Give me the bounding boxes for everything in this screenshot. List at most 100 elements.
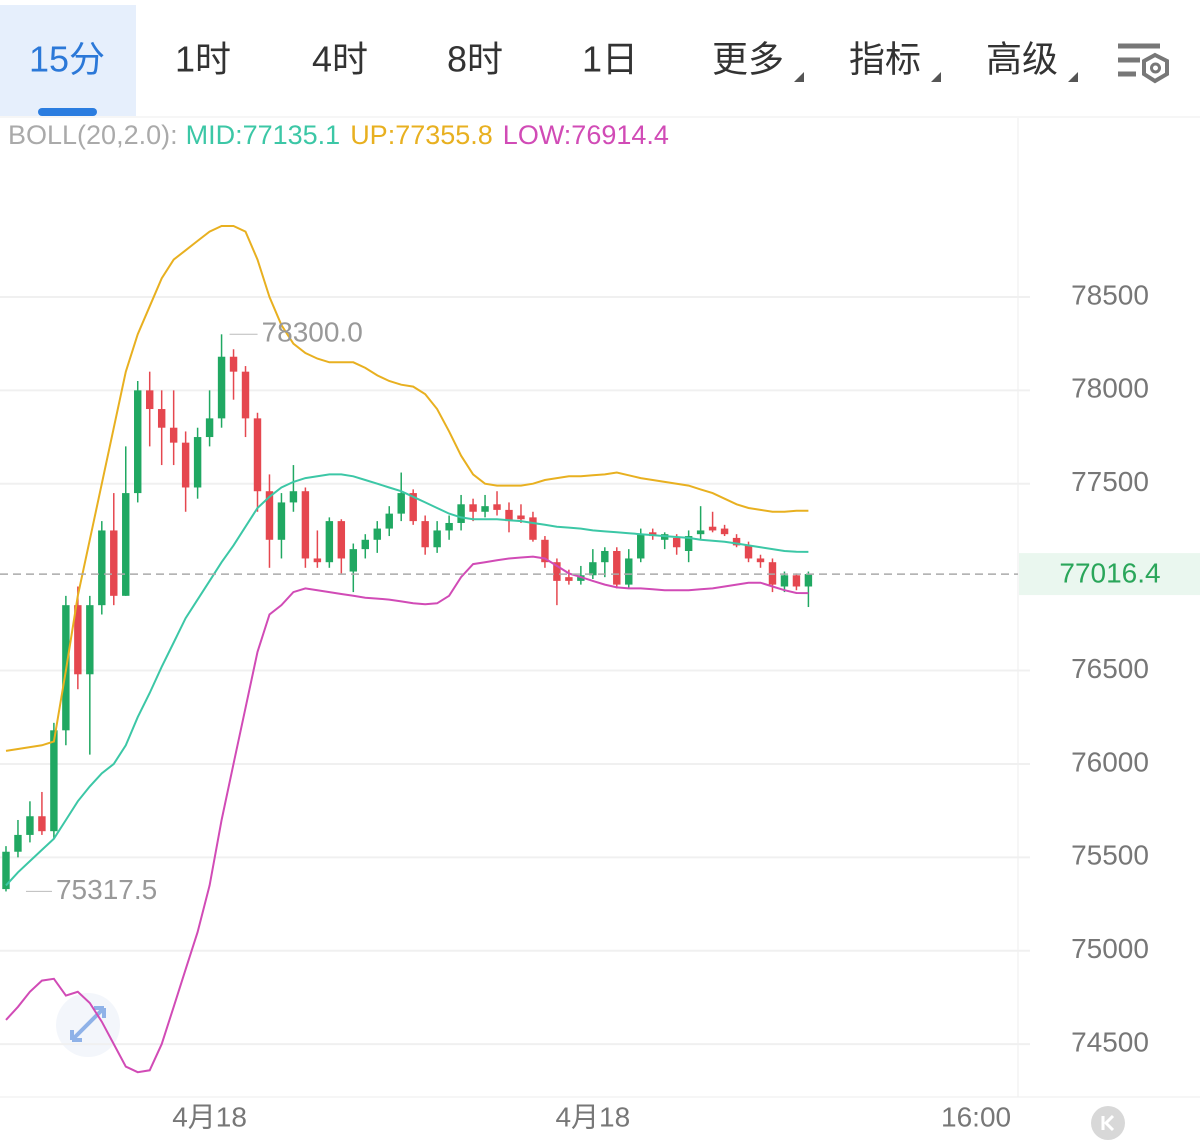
candle-body — [325, 521, 334, 563]
boll-line — [5, 555, 809, 1074]
candle-body — [38, 816, 46, 832]
indicator-label: BOLL(20,2.0): — [8, 120, 178, 150]
candle-body — [565, 577, 573, 581]
x-tick-label: 4月18 — [555, 1101, 630, 1132]
candle-body — [780, 575, 789, 587]
x-tick-label: 16:00 — [941, 1101, 1011, 1132]
candle-body — [385, 513, 393, 529]
last-price-box — [1019, 553, 1200, 596]
candle-body — [205, 418, 214, 438]
plot — [2, 225, 813, 1074]
candle-body — [732, 537, 741, 546]
y-tick-label: 75000 — [1071, 933, 1149, 964]
candle-body — [145, 390, 154, 410]
x-tick-label: 4月18 — [172, 1101, 247, 1132]
candle-body — [457, 504, 465, 523]
candle-body — [696, 530, 705, 535]
boll-line — [5, 225, 809, 752]
candle-body — [397, 493, 405, 514]
tab[interactable]: 1日 — [582, 39, 638, 80]
candle-body — [253, 418, 262, 492]
tab[interactable]: 指标 — [849, 39, 921, 80]
legend-item: UP:77355.8 — [350, 120, 493, 150]
candle-body — [684, 536, 693, 551]
dropdown-arrow — [931, 72, 941, 82]
candle-body — [469, 504, 477, 512]
dropdown-arrow — [794, 72, 804, 82]
legend-item: LOW:76914.4 — [503, 120, 669, 150]
candle-body — [134, 390, 142, 494]
candle-body — [50, 730, 58, 832]
tab[interactable]: 8时 — [447, 39, 503, 80]
candle-body — [708, 526, 717, 531]
candle-body — [792, 575, 801, 587]
legend-item: MID:77135.1 — [186, 120, 341, 150]
candle-body — [337, 521, 346, 559]
candle-body — [493, 504, 501, 510]
low-label: 75317.5 — [56, 874, 157, 905]
candle-body — [409, 493, 417, 522]
candle-body — [74, 605, 82, 675]
candle-body — [720, 528, 729, 535]
candle-body — [756, 558, 765, 563]
y-tick-label: 77500 — [1071, 466, 1149, 497]
candle-body — [481, 506, 489, 512]
candle-body — [445, 522, 453, 531]
candle-body — [181, 442, 190, 488]
candle-body — [433, 530, 441, 548]
candle-body — [804, 574, 813, 587]
candle-body — [193, 437, 202, 488]
y-tick-label: 74500 — [1071, 1027, 1149, 1058]
candle-body — [601, 550, 609, 563]
y-tick-label: 75500 — [1071, 840, 1149, 871]
y-tick-label: 76000 — [1071, 746, 1149, 777]
candle-body — [625, 558, 633, 585]
candle-body — [86, 605, 94, 675]
tab[interactable]: 4时 — [312, 39, 368, 80]
candle-body — [361, 539, 369, 550]
tab[interactable]: 1时 — [175, 39, 231, 80]
candle-body — [421, 521, 429, 548]
candle-body — [529, 517, 537, 540]
candle-body — [589, 562, 597, 576]
candle-body — [553, 562, 561, 581]
candle-body — [541, 539, 549, 563]
rewind-button[interactable] — [1091, 1106, 1125, 1140]
candle-body — [229, 356, 238, 372]
candle-body — [301, 491, 310, 559]
dropdown-arrow — [1068, 72, 1078, 82]
tab[interactable]: 更多 — [712, 39, 784, 80]
y-tick-label: 76500 — [1071, 653, 1149, 684]
active-tab-bg — [0, 5, 136, 116]
settings-icon[interactable] — [1118, 43, 1169, 84]
expand-icon[interactable] — [56, 993, 120, 1057]
candle-body — [613, 550, 621, 585]
candle-body — [517, 515, 525, 520]
candle-body — [505, 509, 513, 522]
candle-body — [241, 371, 250, 419]
candle-body — [289, 491, 298, 503]
candle-body — [98, 530, 106, 606]
candle-body — [14, 834, 22, 852]
candle-body — [122, 493, 130, 596]
candle-body — [110, 530, 118, 596]
candle-body — [313, 558, 322, 563]
boll-line — [5, 473, 809, 887]
candle-body — [277, 502, 286, 540]
high-label: 78300.0 — [262, 317, 363, 348]
candle-body — [672, 537, 681, 548]
candle-body — [26, 816, 34, 835]
candle-body — [637, 534, 645, 559]
candle-body — [349, 549, 358, 572]
candle-body — [157, 409, 166, 428]
candle-body — [744, 545, 753, 559]
candle-body — [169, 427, 178, 443]
tab[interactable]: 高级 — [986, 39, 1058, 80]
candle-body — [265, 491, 274, 540]
tab[interactable]: 15分 — [29, 39, 105, 80]
active-tab-underline — [38, 108, 97, 116]
candle-body — [2, 851, 10, 890]
last-price-label: 77016.4 — [1059, 557, 1160, 588]
